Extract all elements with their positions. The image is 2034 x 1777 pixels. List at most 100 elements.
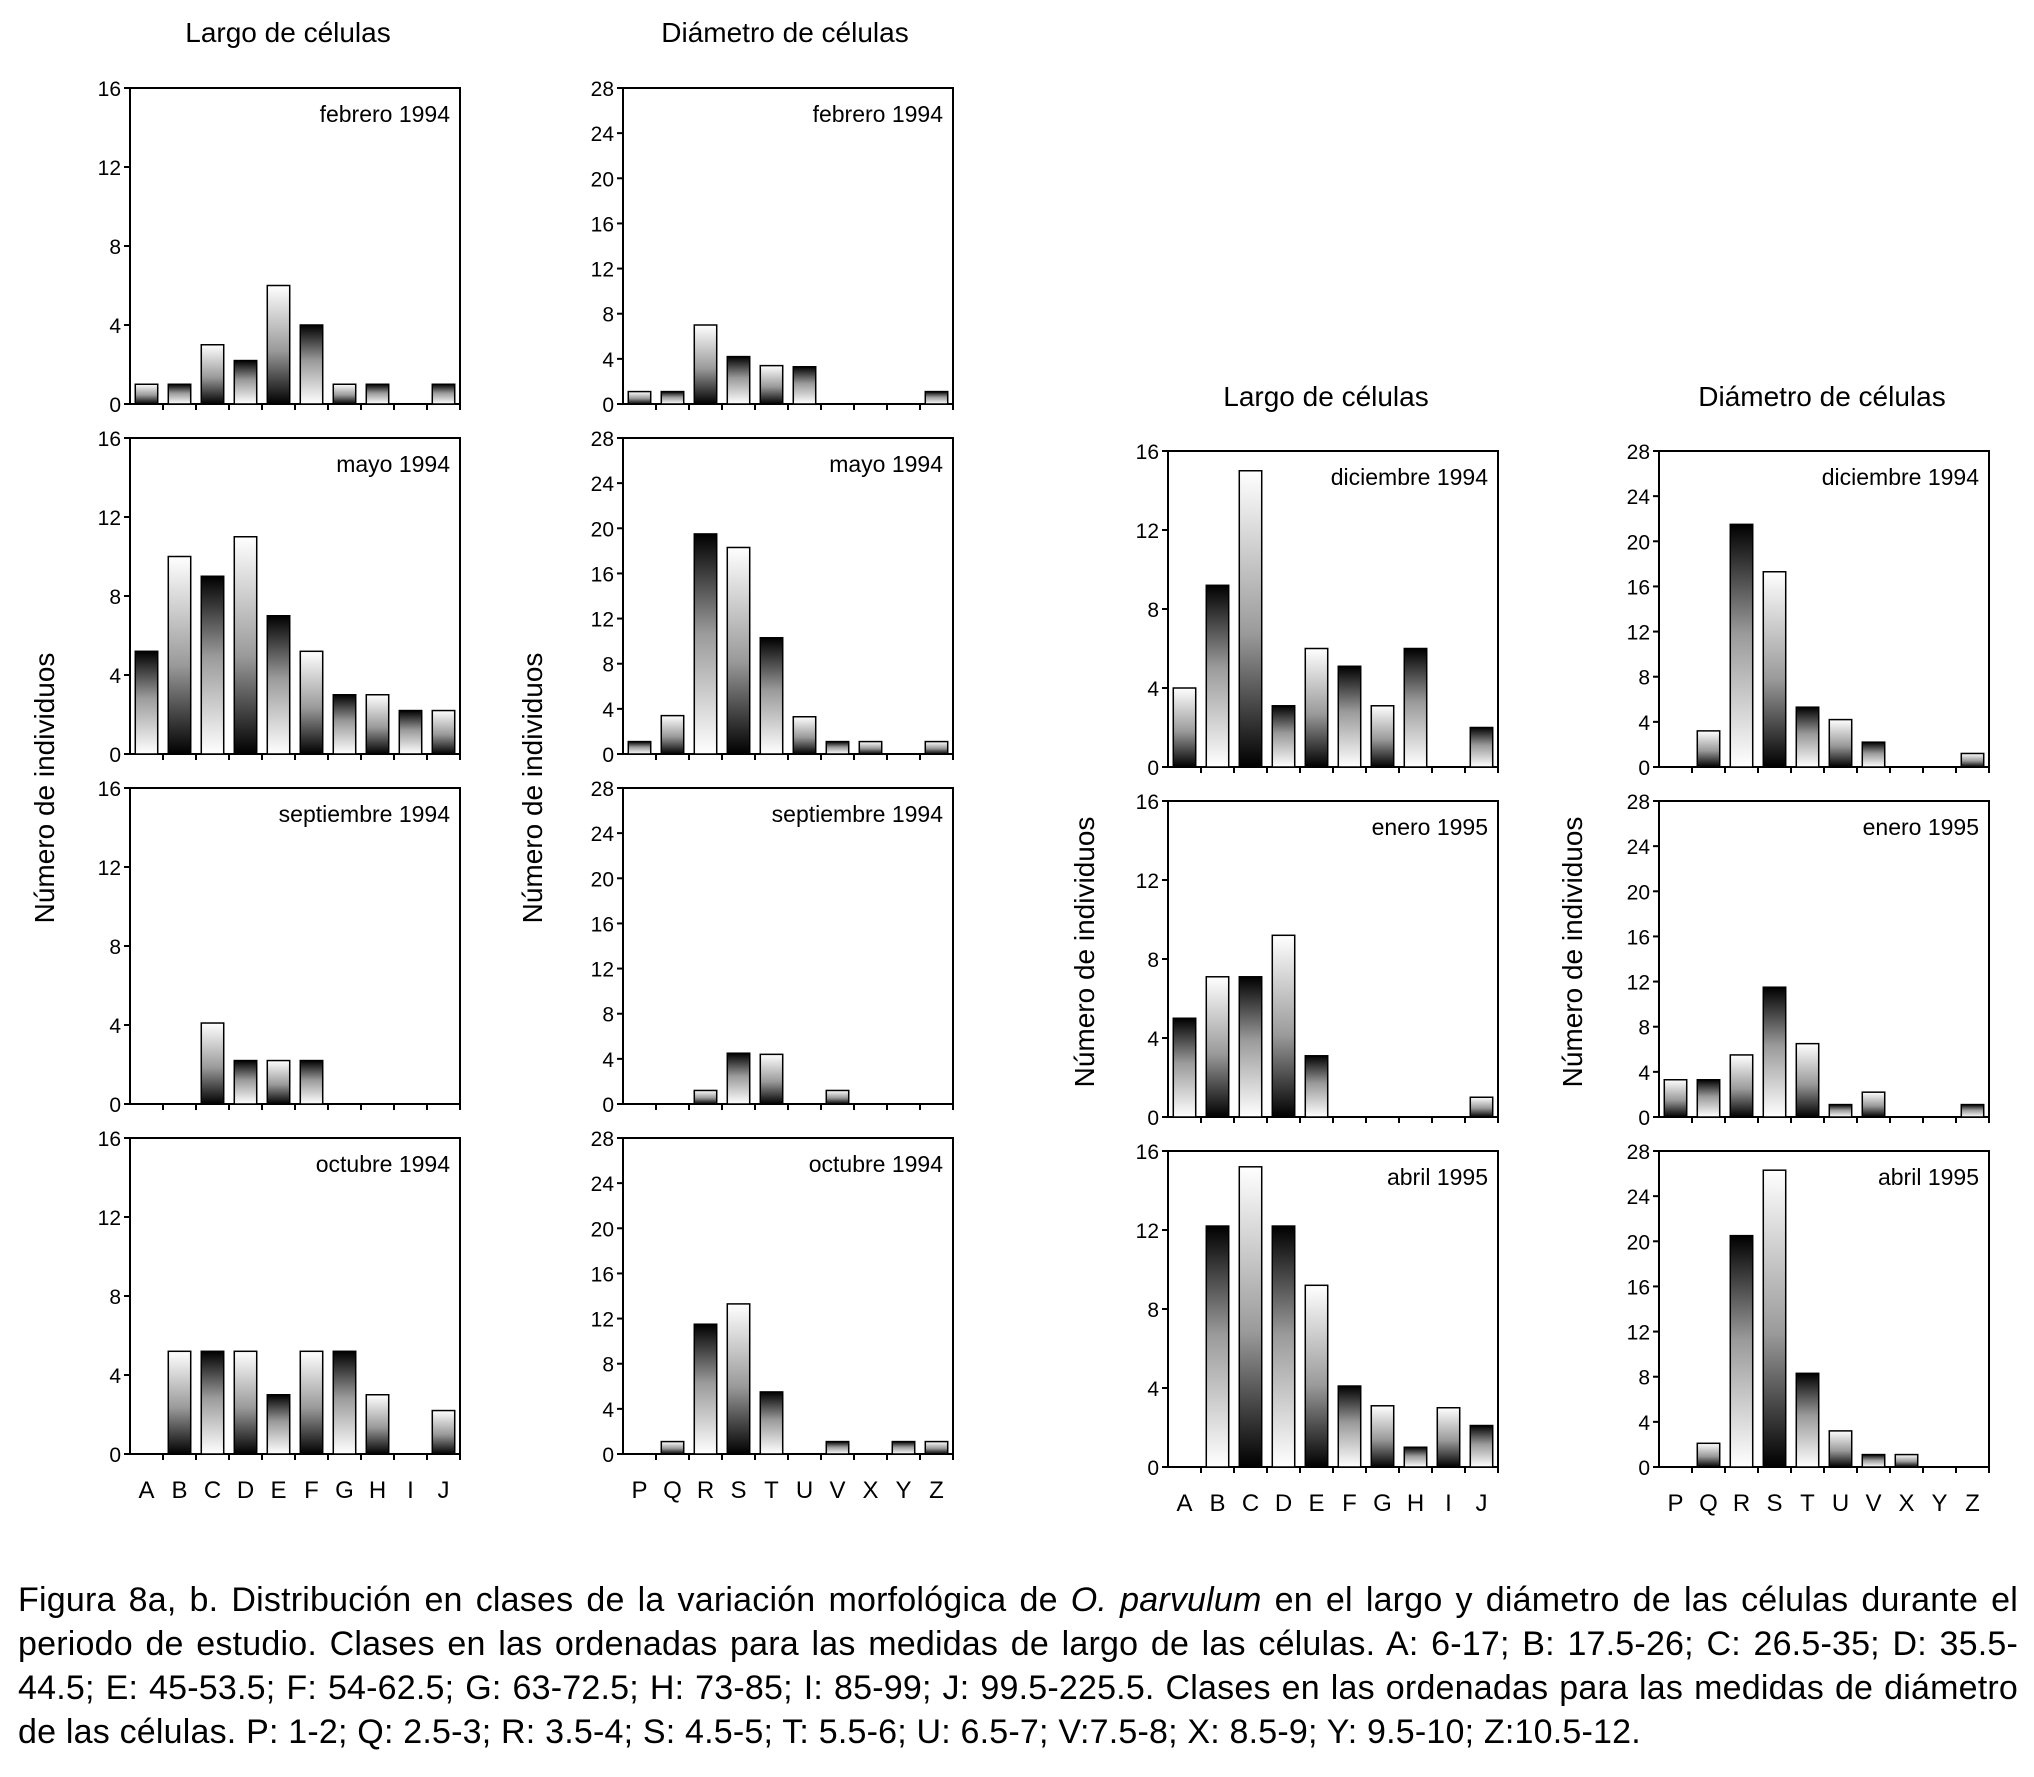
bar-A xyxy=(134,650,159,755)
panel-title: septiembre 1994 xyxy=(279,801,451,827)
col-title-b-diametro: Diámetro de células xyxy=(1698,381,1945,412)
bar-X xyxy=(858,740,883,755)
panel-title: abril 1995 xyxy=(1878,1164,1979,1190)
bar-R xyxy=(693,533,718,755)
x-tick-label-V: V xyxy=(1865,1490,1881,1517)
bar-D xyxy=(1271,934,1296,1118)
bar-F xyxy=(299,650,324,755)
y-tick-label: 16 xyxy=(98,778,121,801)
figure-canvas: Largo de células Diámetro de células Lar… xyxy=(29,17,1990,1517)
x-tick-label-T: T xyxy=(764,1477,779,1504)
chart-panels: 0 4 8 12 16 febrero 1994 0 4 8 12 16 mayo 1994 0 4 8 12… xyxy=(98,78,1990,1517)
bar-P xyxy=(627,390,652,405)
bar-Z xyxy=(924,740,949,755)
bar-U xyxy=(1828,1103,1853,1118)
bar-S xyxy=(1762,986,1787,1118)
bar-I xyxy=(1436,1407,1461,1468)
bar-Z xyxy=(1960,752,1985,768)
bar-V xyxy=(1861,741,1886,768)
y-tick-label: 16 xyxy=(1627,576,1650,599)
x-tick-label-A: A xyxy=(138,1477,154,1504)
x-tick-label-Q: Q xyxy=(663,1477,682,1504)
y-tick-label: 24 xyxy=(591,473,615,496)
x-tick-label-Y: Y xyxy=(895,1477,911,1504)
panel-title: octubre 1994 xyxy=(316,1151,450,1177)
bar-R xyxy=(693,1089,718,1105)
panel-title: octubre 1994 xyxy=(809,1151,943,1177)
bar-T xyxy=(759,1053,784,1105)
bar-V xyxy=(1861,1091,1886,1118)
bar-B xyxy=(167,1350,192,1455)
y-tick-label: 28 xyxy=(591,428,614,451)
y-tick-label: 0 xyxy=(1147,1107,1159,1130)
y-tick-label: 0 xyxy=(602,744,614,767)
bar-J xyxy=(431,1409,456,1455)
panel-title: mayo 1994 xyxy=(829,451,943,477)
col-title-a-diametro: Diámetro de células xyxy=(661,17,908,48)
x-tick-label-T: T xyxy=(1800,1490,1815,1517)
ylabel-a-diametro: Número de individuos xyxy=(517,653,548,924)
chart-diam-feb-1994: 0 4 8 12 16 20 24 28 febrero 1994 xyxy=(591,78,954,417)
bar-F xyxy=(299,1059,324,1105)
y-tick-label: 16 xyxy=(1136,1141,1159,1164)
plot-frame xyxy=(622,787,954,1105)
col-title-b-largo: Largo de células xyxy=(1223,381,1428,412)
bar-E xyxy=(1304,647,1329,768)
ylabel-b-diametro: Número de individuos xyxy=(1557,817,1588,1088)
y-tick-label: 28 xyxy=(591,78,614,101)
bar-R xyxy=(1729,1054,1754,1118)
bar-T xyxy=(759,364,784,405)
bar-D xyxy=(233,536,258,755)
bar-Z xyxy=(924,390,949,405)
x-tick-label-R: R xyxy=(1733,1490,1750,1517)
x-tick-label-B: B xyxy=(171,1477,187,1504)
y-tick-label: 8 xyxy=(1638,1367,1650,1390)
y-tick-label: 0 xyxy=(1147,1457,1159,1480)
y-tick-label: 0 xyxy=(1638,1457,1650,1480)
y-tick-label: 8 xyxy=(109,586,121,609)
y-tick-label: 24 xyxy=(1627,1186,1651,1209)
y-tick-label: 4 xyxy=(1638,712,1650,735)
y-tick-label: 12 xyxy=(1627,622,1650,645)
y-tick-label: 24 xyxy=(591,123,615,146)
y-tick-label: 16 xyxy=(98,78,121,101)
bar-V xyxy=(825,740,850,755)
x-tick-label-J: J xyxy=(1476,1490,1488,1517)
bar-D xyxy=(1271,705,1296,768)
x-tick-label-Z: Z xyxy=(929,1477,944,1504)
y-tick-label: 20 xyxy=(1627,531,1650,554)
plot-frame xyxy=(622,437,954,755)
y-tick-label: 4 xyxy=(1147,678,1159,701)
chart-len-feb-1994: 0 4 8 12 16 febrero 1994 xyxy=(98,78,461,417)
x-tick-label-G: G xyxy=(1373,1490,1392,1517)
bar-G xyxy=(1370,1405,1395,1468)
chart-len-may-1994: 0 4 8 12 16 mayo 1994 xyxy=(98,428,461,767)
y-tick-label: 4 xyxy=(109,665,121,688)
y-tick-label: 16 xyxy=(591,563,614,586)
y-tick-label: 4 xyxy=(109,1015,121,1038)
caption-part-2: en el largo y diámetro de las células du… xyxy=(18,1581,2019,1751)
chart-len-ene-1995: 0 4 8 12 16 enero 1995 xyxy=(1136,791,1499,1130)
bar-E xyxy=(266,1059,291,1105)
x-tick-label-R: R xyxy=(697,1477,714,1504)
bar-J xyxy=(431,383,456,405)
plot-frame xyxy=(129,87,461,405)
x-tick-label-Z: Z xyxy=(1965,1490,1980,1517)
y-tick-label: 8 xyxy=(1638,1017,1650,1040)
y-tick-label: 24 xyxy=(591,823,615,846)
chart-len-dic-1994: 0 4 8 12 16 diciembre 1994 xyxy=(1136,441,1499,780)
y-tick-label: 16 xyxy=(1136,791,1159,814)
x-tick-label-S: S xyxy=(1766,1490,1782,1517)
y-tick-label: 28 xyxy=(1627,791,1650,814)
y-tick-label: 8 xyxy=(602,1004,614,1027)
bar-D xyxy=(233,1350,258,1455)
bar-E xyxy=(266,615,291,755)
bar-V xyxy=(825,1440,850,1455)
bar-T xyxy=(1795,1042,1820,1118)
bar-P xyxy=(1663,1079,1688,1118)
bar-Q xyxy=(1696,1442,1721,1468)
bar-G xyxy=(332,383,357,405)
bar-S xyxy=(1762,1169,1787,1468)
